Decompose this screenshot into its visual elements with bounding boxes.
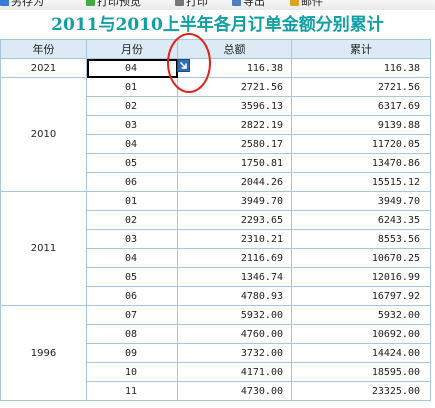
print-preview-icon xyxy=(86,0,95,6)
year-cell[interactable]: 2021 xyxy=(0,58,87,78)
cumulative-cell[interactable]: 2721.56 xyxy=(291,77,431,97)
table-row: 2010 01 2721.56 2721.56 xyxy=(0,77,431,192)
toolbar-print-preview-button[interactable]: 打印预览 xyxy=(86,0,141,8)
month-cell[interactable]: 04 xyxy=(86,248,178,268)
year-cell[interactable]: 1996 xyxy=(0,305,87,401)
year-cell[interactable]: 2011 xyxy=(0,191,87,306)
toolbar-save-button[interactable]: 另存为 xyxy=(0,0,44,8)
cumulative-cell[interactable]: 9139.88 xyxy=(291,115,431,135)
month-cell[interactable]: 02 xyxy=(86,96,178,116)
toolbar: 另存为 打印预览 打印 导出 邮件 xyxy=(0,0,435,10)
toolbar-print-button[interactable]: 打印 xyxy=(175,0,208,8)
column-header-month[interactable]: 月份 xyxy=(86,39,178,59)
cumulative-cell[interactable]: 10670.25 xyxy=(291,248,431,268)
table-row: 04 2116.69 10670.25 xyxy=(1,248,431,268)
table-row: 02 2293.65 6243.35 xyxy=(1,210,431,230)
total-cell[interactable]: 2116.69 xyxy=(177,248,292,268)
table-row: 08 4760.00 10692.00 xyxy=(1,324,431,344)
table-body: 2021 04 116.38 116.38 2010 01 2721.56 2721.56 02… xyxy=(0,58,431,401)
total-cell[interactable]: 2822.19 xyxy=(177,115,292,135)
cumulative-cell[interactable]: 18595.00 xyxy=(291,362,431,382)
month-cell[interactable]: 11 xyxy=(86,381,178,401)
cumulative-cell[interactable]: 14424.00 xyxy=(291,343,431,363)
total-cell[interactable]: 4171.00 xyxy=(177,362,292,382)
total-cell[interactable]: 1750.81 xyxy=(177,153,292,173)
toolbar-label: 打印 xyxy=(186,0,208,8)
total-cell[interactable]: 2310.21 xyxy=(177,229,292,249)
report-title: 2011与2010上半年各月订单金额分别累计 xyxy=(51,15,384,35)
total-cell[interactable]: 5932.00 xyxy=(177,305,292,325)
toolbar-label: 导出 xyxy=(243,0,265,8)
year-cell[interactable]: 2010 xyxy=(0,77,87,192)
column-header-cumulative[interactable]: 累计 xyxy=(291,39,431,59)
month-cell[interactable]: 10 xyxy=(86,362,178,382)
annotation-circle xyxy=(167,33,211,93)
table-row: 1996 07 5932.00 5932.00 xyxy=(0,305,431,401)
month-cell[interactable]: 09 xyxy=(86,343,178,363)
total-cell[interactable]: 3949.70 xyxy=(177,191,292,211)
cumulative-cell[interactable]: 116.38 xyxy=(291,58,431,78)
total-cell[interactable]: 1346.74 xyxy=(177,267,292,287)
column-header-year[interactable]: 年份 xyxy=(0,39,87,59)
mail-icon xyxy=(290,0,299,6)
table-row: 09 3732.00 14424.00 xyxy=(1,343,431,363)
table-row: 2021 04 116.38 116.38 xyxy=(0,58,431,78)
toolbar-label: 打印预览 xyxy=(97,0,141,8)
month-cell[interactable]: 03 xyxy=(86,115,178,135)
cumulative-cell[interactable]: 16797.92 xyxy=(291,286,431,306)
total-cell[interactable]: 2044.26 xyxy=(177,172,292,192)
cumulative-cell[interactable]: 8553.56 xyxy=(291,229,431,249)
total-cell[interactable]: 3596.13 xyxy=(177,96,292,116)
toolbar-label: 邮件 xyxy=(301,0,323,8)
month-cell[interactable]: 04 xyxy=(86,134,178,154)
cumulative-cell[interactable]: 6317.69 xyxy=(291,96,431,116)
cumulative-cell[interactable]: 15515.12 xyxy=(291,172,431,192)
total-cell[interactable]: 4730.00 xyxy=(177,381,292,401)
table-row: 06 4780.93 16797.92 xyxy=(1,286,431,306)
save-icon xyxy=(0,0,9,6)
total-cell[interactable]: 2580.17 xyxy=(177,134,292,154)
month-cell[interactable]: 05 xyxy=(86,153,178,173)
total-cell[interactable]: 4760.00 xyxy=(177,324,292,344)
cumulative-cell[interactable]: 6243.35 xyxy=(291,210,431,230)
month-cell[interactable]: 02 xyxy=(86,210,178,230)
cumulative-cell[interactable]: 23325.00 xyxy=(291,381,431,401)
toolbar-export-button[interactable]: 导出 xyxy=(232,0,265,8)
month-cell[interactable]: 07 xyxy=(86,305,178,325)
total-cell[interactable]: 4780.93 xyxy=(177,286,292,306)
print-icon xyxy=(175,0,184,6)
cumulative-cell[interactable]: 12016.99 xyxy=(291,267,431,287)
table-row: 11 4730.00 23325.00 xyxy=(1,381,431,401)
cumulative-cell[interactable]: 10692.00 xyxy=(291,324,431,344)
toolbar-label: 另存为 xyxy=(11,0,44,8)
cumulative-cell[interactable]: 13470.86 xyxy=(291,153,431,173)
month-cell[interactable]: 01 xyxy=(86,191,178,211)
table-row: 2011 01 3949.70 3949.70 xyxy=(0,191,431,306)
month-cell[interactable]: 08 xyxy=(86,324,178,344)
table-header-row: 年份 月份 总额 累计 xyxy=(0,39,431,59)
cumulative-cell[interactable]: 11720.05 xyxy=(291,134,431,154)
table-row: 04 2580.17 11720.05 xyxy=(1,134,431,154)
month-cell[interactable]: 01 xyxy=(86,77,178,97)
table-row: 03 2310.21 8553.56 xyxy=(1,229,431,249)
export-icon xyxy=(232,0,241,6)
month-cell[interactable]: 06 xyxy=(86,172,178,192)
cumulative-cell[interactable]: 5932.00 xyxy=(291,305,431,325)
report-table: 年份 月份 总额 累计 2021 04 116.38 116.38 2010 01 2721… xyxy=(0,39,431,401)
month-cell[interactable]: 05 xyxy=(86,267,178,287)
month-cell[interactable]: 04 xyxy=(86,58,178,78)
month-cell[interactable]: 03 xyxy=(86,229,178,249)
month-cell[interactable]: 06 xyxy=(86,286,178,306)
total-cell[interactable]: 2293.65 xyxy=(177,210,292,230)
toolbar-mail-button[interactable]: 邮件 xyxy=(290,0,323,8)
total-cell[interactable]: 3732.00 xyxy=(177,343,292,363)
cumulative-cell[interactable]: 3949.70 xyxy=(291,191,431,211)
